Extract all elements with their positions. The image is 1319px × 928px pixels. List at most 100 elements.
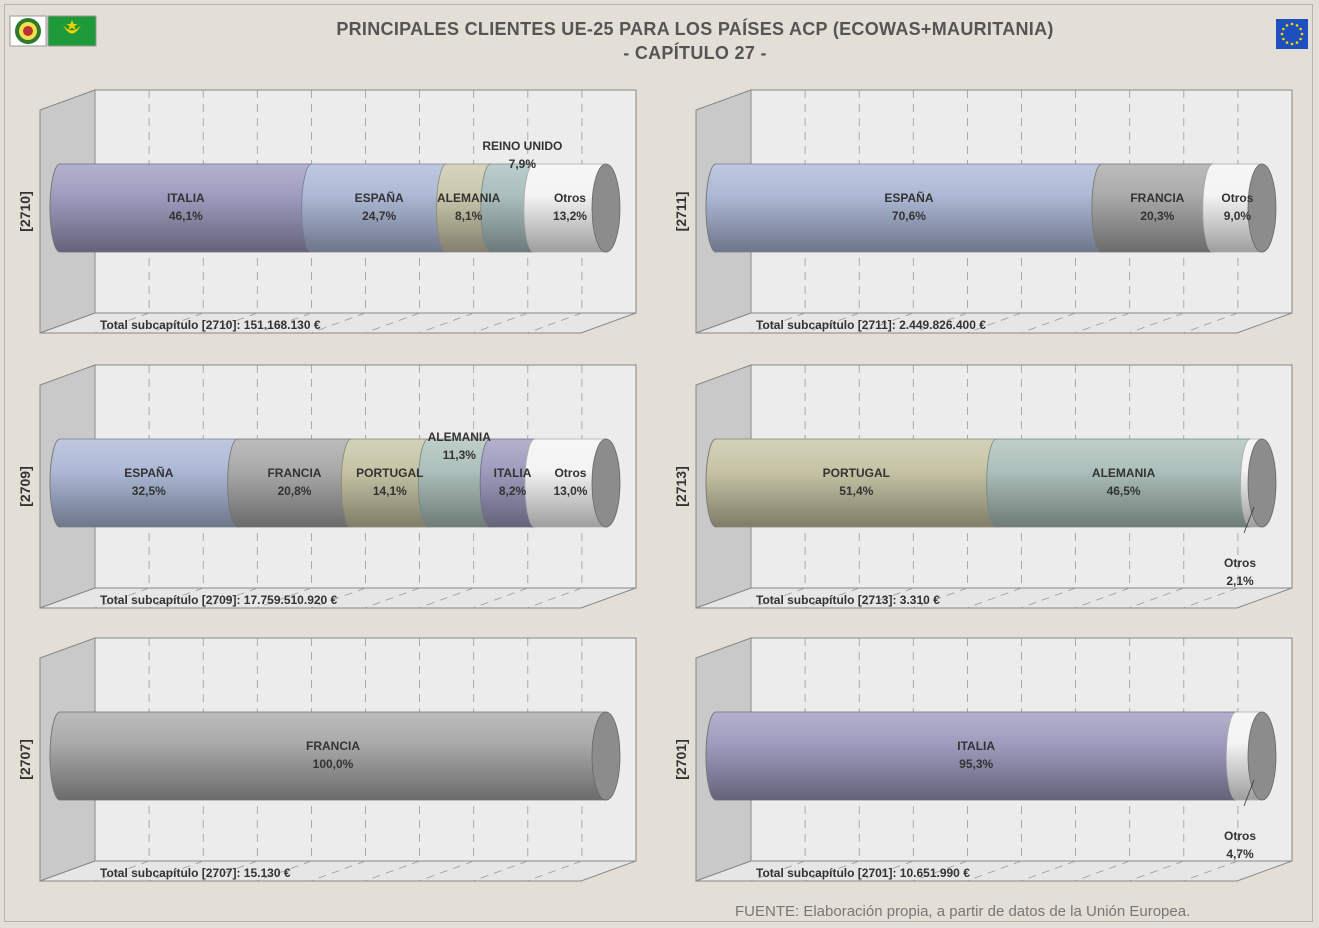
grid-line [202, 860, 258, 882]
chart-subtitle: - CAPÍTULO 27 - [623, 43, 767, 63]
segment-label-value: 7,9% [509, 157, 537, 171]
segment-label-value: 24,7% [362, 209, 396, 223]
chart-2711: [2711] ESPAÑA 70,6% FRANCIA 20,3% Otros 9,0% To… [673, 89, 1293, 334]
cylinder-edge [49, 163, 61, 253]
segment-label-value: 14,1% [373, 484, 407, 498]
segment-label-value: 4,7% [1226, 847, 1254, 861]
segment-label-name: ITALIA [167, 191, 205, 205]
grid-line [310, 312, 366, 334]
grid-line [148, 860, 204, 882]
grid-line [1182, 312, 1239, 334]
total-label: Total subcapítulo [2709]: 17.759.510.920… [100, 593, 338, 607]
cylinder-end-cap [1247, 711, 1277, 801]
chart-panel-2701: [2701] ITALIA 95,3% Otros 4,7% Total subcapít… [664, 616, 1314, 901]
grid-line [966, 312, 1022, 334]
chart-2709: [2709] ESPAÑA 32,5% FRANCIA 20,8% PORTUGAL 14,… [17, 364, 637, 609]
grid-line [526, 312, 583, 334]
leader-line [1243, 779, 1255, 807]
cylinder-edge [705, 163, 717, 253]
segment-label-name: PORTUGAL [823, 466, 890, 480]
chart-panel-2710: [2710] ITALIA 46,1% ESPAÑA 24,7% ALEMANIA 8,1%… [8, 68, 658, 353]
cylinder-edge [705, 711, 717, 801]
grid-line [1128, 312, 1184, 334]
grid-line [1020, 312, 1076, 334]
cylinder-end-cap [591, 163, 621, 253]
cylinder-end-cap [1247, 163, 1277, 253]
leader-line [1243, 506, 1255, 534]
grid-line [256, 312, 312, 334]
segment-label-value: 9,0% [1224, 209, 1252, 223]
grid-line [418, 860, 474, 882]
grid-line [1020, 587, 1076, 609]
grid-line [148, 587, 204, 609]
bar-segment-españa [301, 163, 457, 253]
grid-line [256, 587, 312, 609]
segment-label-name: Otros [1224, 829, 1256, 843]
total-label: Total subcapítulo [2710]: 151.168.130 € [100, 318, 321, 332]
grid-line [256, 860, 312, 882]
chart-2707: [2707] FRANCIA 100,0% Total subcapítulo [27… [17, 637, 637, 882]
cylinder-edge [49, 438, 61, 528]
grid-line [310, 860, 366, 882]
segment-label-name: FRANCIA [267, 466, 321, 480]
flags-logo [8, 12, 98, 48]
segment-label-name: Otros [1224, 556, 1256, 570]
chart-panel-2713: [2713] PORTUGAL 51,4% ALEMANIA 46,5% Otros 2,1… [664, 343, 1314, 628]
source-note: FUENTE: Elaboración propia, a partir de … [735, 903, 1191, 920]
grid-line [93, 587, 150, 609]
segment-label-name: ESPAÑA [355, 190, 404, 205]
chart-2701: [2701] ITALIA 95,3% Otros 4,7% Total subcapít… [673, 637, 1293, 882]
grid-line [966, 860, 1022, 882]
cylinder-end-cap [1247, 438, 1277, 528]
segment-label-value: 20,3% [1140, 209, 1174, 223]
grid-line [1182, 587, 1239, 609]
chart-panel-2709: [2709] ESPAÑA 32,5% FRANCIA 20,8% PORTUGAL 14,… [8, 343, 658, 628]
segment-label-value: 46,1% [169, 209, 203, 223]
bar-segment-italia [705, 711, 1247, 801]
bar-segment-francia [49, 711, 617, 801]
grid-line [202, 312, 258, 334]
segment-label-name: ESPAÑA [124, 465, 173, 480]
grid-line [1128, 860, 1184, 882]
segment-label-value: 70,6% [892, 209, 926, 223]
grid-line [912, 312, 968, 334]
total-label: Total subcapítulo [2701]: 10.651.990 € [756, 866, 970, 880]
chart-2710: [2710] ITALIA 46,1% ESPAÑA 24,7% ALEMANIA 8,1%… [17, 89, 637, 334]
segment-label-value: 95,3% [959, 757, 993, 771]
cylinder-edge [49, 711, 61, 801]
segment-label-value: 20,8% [277, 484, 311, 498]
cylinder-end-cap [591, 711, 621, 801]
grid-line [472, 587, 528, 609]
segment-label-name: ITALIA [494, 466, 532, 480]
chart-title: PRINCIPALES CLIENTES UE-25 PARA LOS PAÍS… [336, 19, 1054, 39]
grid-line [418, 587, 474, 609]
segment-label-value: 100,0% [313, 757, 354, 771]
chart-2713: [2713] PORTUGAL 51,4% ALEMANIA 46,5% Otros 2,1… [673, 364, 1293, 609]
grid-line [858, 860, 914, 882]
grid-line [858, 587, 914, 609]
segment-label-value: 2,1% [1226, 574, 1254, 588]
bar-segment-españa [705, 163, 1113, 253]
segment-label-value: 13,2% [553, 209, 587, 223]
segment-label-name: ALEMANIA [428, 430, 492, 444]
grid-line [148, 312, 204, 334]
grid-line [1074, 860, 1130, 882]
grid-line [472, 312, 528, 334]
total-label: Total subcapítulo [2711]: 2.449.826.400 … [756, 318, 986, 332]
grid-line [749, 312, 806, 334]
grid-line [202, 587, 258, 609]
category-label: [2711] [673, 192, 689, 232]
bar-segment-portugal [705, 438, 1008, 528]
total-label: Total subcapítulo [2707]: 15.130 € [100, 866, 291, 880]
bar-segment-italia [49, 163, 323, 253]
chart-panel-2711: [2711] ESPAÑA 70,6% FRANCIA 20,3% Otros 9,0% To… [664, 68, 1314, 353]
grid-line [364, 587, 420, 609]
grid-line [1074, 587, 1130, 609]
grid-line [1074, 312, 1130, 334]
segment-label-name: REINO UNIDO [482, 139, 562, 153]
segment-label-name: ALEMANIA [1092, 466, 1156, 480]
grid-line [749, 587, 806, 609]
grid-line [912, 587, 968, 609]
bar-segment-españa [49, 438, 249, 528]
segment-label-name: ESPAÑA [884, 190, 933, 205]
